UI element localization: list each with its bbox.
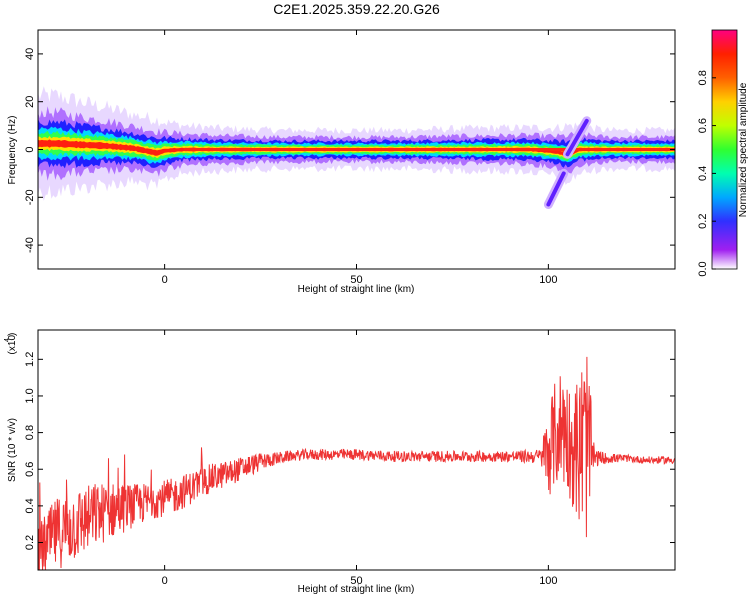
snr-panel: 0 50 100 0.2 0.4 0.6 0.8 1.0 1.2 Height of stra… [4,329,676,595]
snr-x-label-100: 100 [539,575,557,587]
snr-series-line [38,356,675,570]
spectrogram-ridge [38,86,675,209]
spec-y-label-20: 20 [24,96,36,108]
snr-scale-text: (x10 [7,335,18,355]
spectrogram-panel: 0 50 100 -40 -20 0 20 40 Height of straight li… [7,29,676,295]
colorbar-label-0.2: 0.2 [697,214,709,229]
colorbar-ticks: 0.0 0.2 0.4 0.6 0.8 [697,70,716,277]
snr-y-label-0.6: 0.6 [24,462,36,477]
spec-x-label-50: 50 [350,274,362,286]
snr-y-axis-label: SNR (10 * v/v) [7,418,18,482]
colorbar: 0.0 0.2 0.4 0.6 0.8 Normalized spectral ampl… [697,29,749,277]
snr-y-label-0.4: 0.4 [24,498,36,513]
streak-1 [565,118,589,157]
spectrogram-y-ticks: -40 -20 0 20 40 [24,48,675,253]
spec-x-label-100: 100 [539,274,557,286]
colorbar-label-0.8: 0.8 [697,70,709,85]
ridge-yellow [38,136,675,159]
colorbar-label-0.4: 0.4 [697,166,709,181]
snr-y-label-0.8: 0.8 [24,425,36,440]
colorbar-label-0.6: 0.6 [697,118,709,133]
snr-y-label-0.2: 0.2 [24,535,36,550]
snr-line-area [38,356,675,570]
spectrogram-y-axis-label: Frequency (Hz) [7,116,18,185]
spec-y-label-40: 40 [24,48,36,60]
snr-y-ticks: 0.2 0.4 0.6 0.8 1.0 1.2 [24,352,675,550]
snr-x-ticks: 0 50 100 [162,330,558,587]
snr-y-label-1.2: 1.2 [24,352,36,367]
streak-0 [546,171,566,207]
snr-scale-label: (x10 4 ) [4,333,18,355]
snr-y-label-1: 1.0 [24,388,36,403]
colorbar-gradient [711,29,738,270]
snr-scale-paren: ) [7,333,18,336]
snr-scale-exponent: 4 [4,338,11,342]
chart-title: C2E1.2025.359.22.20.G26 [273,1,440,17]
spec-y-label-0: 0 [24,146,36,152]
spectrogram-x-ticks: 0 50 100 [162,30,558,286]
colorbar-label: Normalized spectral amplitude [738,82,749,217]
spec-y-label--20: -20 [24,189,36,205]
snr-x-axis-label: Height of straight line (km) [298,584,415,595]
snr-x-label-0: 0 [162,575,168,587]
spec-y-label--40: -40 [24,237,36,253]
colorbar-label-0: 0.0 [697,261,709,276]
spectrogram-x-axis-label: Height of straight line (km) [298,284,415,295]
snr-x-label-50: 50 [350,575,362,587]
ridge-green [38,130,675,162]
spec-x-label-0: 0 [162,274,168,286]
